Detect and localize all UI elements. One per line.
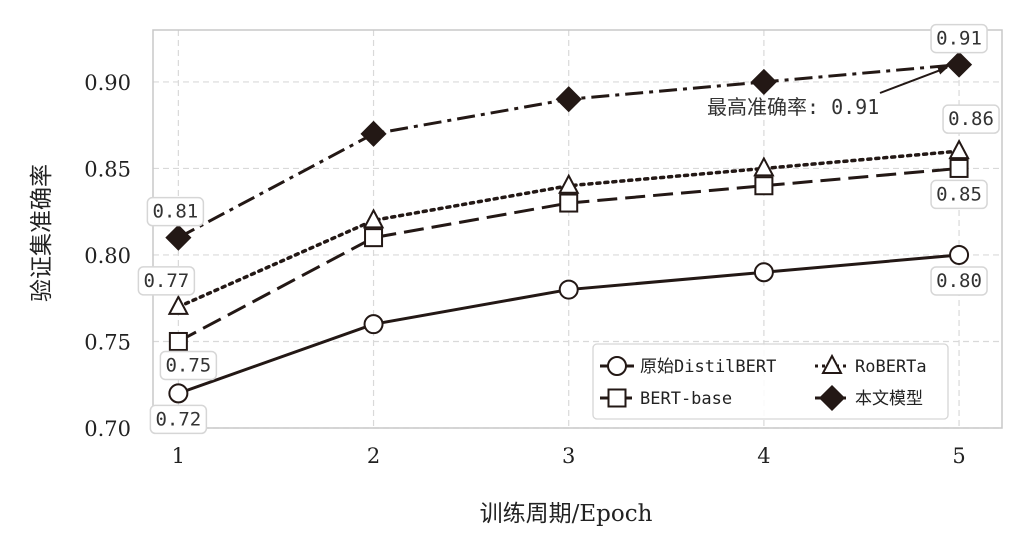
data-label-text: 0.91 — [936, 28, 982, 50]
data-label-box — [137, 266, 196, 296]
data-point-square — [949, 158, 969, 178]
legend-item-triangle: RoBERTa — [815, 353, 927, 377]
y-tick-label: 0.75 — [84, 330, 131, 354]
data-label-text: 0.80 — [936, 270, 982, 292]
x-tick-label: 2 — [367, 444, 380, 468]
data-point-triangle — [948, 138, 970, 160]
legend-box — [592, 343, 949, 420]
legend-marker-diamond — [818, 384, 846, 412]
data-label-box — [149, 404, 208, 435]
series-diamond — [165, 51, 973, 251]
data-label: 0.72 — [149, 404, 208, 435]
annotation-text: 最高准确率: 0.91 — [707, 95, 879, 119]
data-label: 0.75 — [159, 350, 218, 381]
series-line-square — [177, 166, 960, 343]
data-point-triangle — [167, 294, 190, 315]
data-point-diamond — [750, 68, 777, 95]
y-tick-label: 0.85 — [84, 157, 131, 181]
y-tick-label: 0.80 — [84, 244, 131, 268]
data-point-triangle — [753, 156, 775, 177]
series-triangle — [167, 138, 970, 315]
data-label: 0.86 — [942, 104, 1000, 134]
data-label-box — [930, 179, 988, 210]
data-labels: 0.72 0.75 0.77 0.81 0.80 0.85 0.86 0.91 — [137, 23, 1000, 435]
x-axis-title: 训练周期/Epoch — [480, 501, 653, 527]
x-tick-label: 5 — [952, 444, 965, 468]
legend-label: BERT-base — [640, 389, 732, 409]
data-point-diamond — [555, 86, 582, 113]
data-label-box — [930, 266, 988, 296]
data-label-box — [146, 196, 205, 227]
y-tick-label: 0.90 — [84, 71, 131, 95]
data-label: 0.77 — [137, 266, 196, 296]
x-tick-label: 4 — [757, 444, 770, 468]
data-label-box — [930, 23, 988, 54]
legend-label: 本文模型 — [855, 389, 923, 409]
legend-marker-triangle — [821, 353, 843, 374]
data-point-circle — [363, 314, 384, 335]
data-label-text: 0.85 — [936, 183, 982, 205]
legend-marker-square — [607, 388, 627, 408]
legend-item-diamond: 本文模型 — [815, 384, 923, 412]
data-label-text: 0.86 — [948, 108, 994, 130]
data-label: 0.91 — [930, 23, 988, 54]
legend-marker-circle — [607, 356, 627, 376]
data-point-triangle — [558, 173, 580, 194]
data-label: 0.80 — [930, 266, 988, 296]
data-label-text: 0.72 — [155, 408, 201, 430]
data-point-circle — [558, 279, 579, 300]
legend-label: 原始DistilBERT — [640, 357, 776, 377]
data-label: 0.85 — [930, 179, 988, 210]
x-tick-label: 1 — [172, 444, 185, 468]
plot-frame — [152, 29, 1003, 429]
data-point-square — [754, 176, 774, 196]
data-point-square — [364, 228, 384, 248]
x-tick-label: 3 — [562, 444, 575, 468]
legend-label: RoBERTa — [855, 357, 927, 377]
data-point-square — [168, 331, 188, 351]
legend-item-square: BERT-base — [600, 388, 732, 409]
axis-ticks: 1 2 3 4 5 0.70 0.75 0.80 0.85 0.90 — [84, 71, 966, 468]
annotation: 最高准确率: 0.91 — [707, 66, 948, 119]
legend-item-circle: 原始DistilBERT — [600, 356, 776, 377]
data-label-text: 0.81 — [152, 201, 198, 223]
series-layer — [165, 51, 973, 404]
series-circle — [168, 244, 970, 404]
y-tick-label: 0.70 — [84, 417, 131, 441]
data-point-diamond — [360, 120, 387, 147]
series-square — [168, 158, 969, 351]
data-label-text: 0.75 — [165, 354, 211, 376]
data-point-circle — [753, 262, 774, 283]
data-point-diamond — [165, 224, 192, 251]
data-label: 0.81 — [146, 196, 205, 227]
annotation-arrow — [879, 66, 948, 94]
data-label-box — [942, 104, 1000, 134]
data-point-circle — [949, 244, 970, 265]
data-point-diamond — [946, 51, 973, 78]
data-point-triangle — [362, 208, 385, 229]
data-point-circle — [168, 383, 189, 404]
y-axis-title: 验证集准确率 — [29, 164, 55, 302]
data-label-box — [159, 350, 218, 381]
data-point-square — [559, 193, 579, 213]
data-label-text: 0.77 — [143, 270, 189, 292]
legend: 原始DistilBERT BERT-base RoBERTa 本文模型 — [592, 343, 949, 420]
